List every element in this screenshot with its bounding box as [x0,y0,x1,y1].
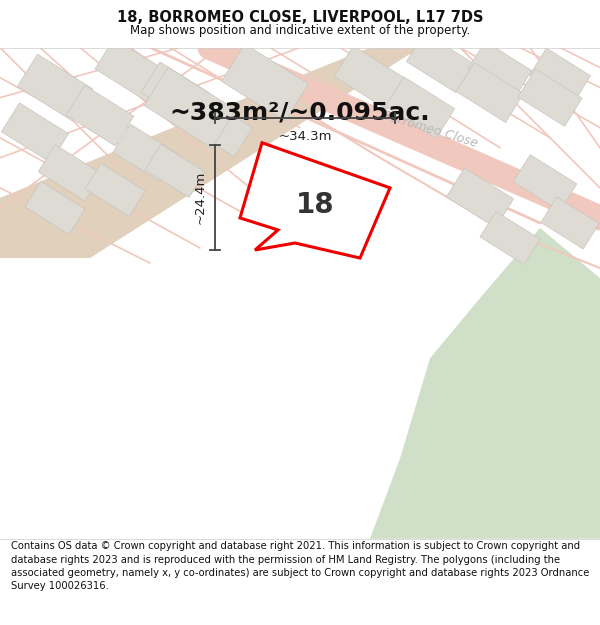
Polygon shape [529,48,590,103]
Polygon shape [221,44,308,121]
Polygon shape [85,163,145,216]
Polygon shape [145,144,205,198]
Polygon shape [334,46,406,109]
Text: Borromeo Close: Borromeo Close [380,109,479,151]
Polygon shape [446,168,514,228]
Polygon shape [113,124,177,181]
Polygon shape [457,62,524,122]
Polygon shape [513,154,577,211]
Text: ~34.3m: ~34.3m [278,130,332,142]
Text: ~24.4m: ~24.4m [194,171,207,224]
Polygon shape [1,103,68,162]
Polygon shape [141,62,209,123]
Polygon shape [188,99,253,157]
Polygon shape [0,48,420,258]
Polygon shape [370,228,600,539]
Polygon shape [385,77,455,139]
Text: Map shows position and indicative extent of the property.: Map shows position and indicative extent… [130,24,470,37]
Polygon shape [17,54,92,121]
Polygon shape [66,86,134,146]
Polygon shape [541,197,599,249]
Polygon shape [240,142,390,258]
Text: ~383m²/~0.095ac.: ~383m²/~0.095ac. [170,101,430,124]
Polygon shape [25,181,85,234]
Polygon shape [38,144,102,201]
Text: 18: 18 [296,191,334,219]
Text: Contains OS data © Crown copyright and database right 2021. This information is : Contains OS data © Crown copyright and d… [11,541,589,591]
Polygon shape [406,32,473,92]
Polygon shape [144,68,236,148]
Polygon shape [468,41,532,98]
Text: 18, BORROMEO CLOSE, LIVERPOOL, L17 7DS: 18, BORROMEO CLOSE, LIVERPOOL, L17 7DS [117,11,483,26]
Polygon shape [480,211,540,264]
Polygon shape [518,69,582,126]
Polygon shape [95,38,165,101]
